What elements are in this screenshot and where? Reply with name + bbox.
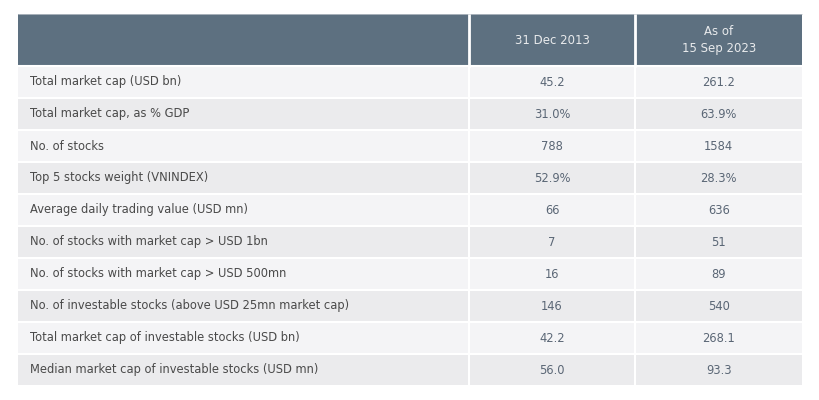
- Bar: [635, 226, 801, 258]
- Bar: [468, 258, 635, 290]
- Text: 31.0%: 31.0%: [533, 108, 569, 120]
- Text: 268.1: 268.1: [701, 332, 734, 344]
- Text: 66: 66: [544, 204, 559, 216]
- Bar: [18, 258, 468, 290]
- Bar: [635, 66, 801, 98]
- Text: 16: 16: [544, 268, 559, 280]
- Bar: [635, 290, 801, 322]
- Bar: [468, 66, 635, 98]
- Bar: [468, 194, 635, 226]
- Text: No. of investable stocks (above USD 25mn market cap): No. of investable stocks (above USD 25mn…: [30, 300, 349, 312]
- Bar: [18, 130, 468, 162]
- Bar: [468, 130, 635, 162]
- Text: Top 5 stocks weight (VNINDEX): Top 5 stocks weight (VNINDEX): [30, 172, 208, 184]
- Text: 45.2: 45.2: [539, 76, 564, 88]
- Text: 31 Dec 2013: 31 Dec 2013: [514, 34, 589, 46]
- Bar: [635, 322, 801, 354]
- Text: 89: 89: [711, 268, 725, 280]
- Text: 1584: 1584: [704, 140, 732, 152]
- Bar: [18, 354, 468, 386]
- Text: 56.0: 56.0: [539, 364, 564, 376]
- Bar: [18, 14, 468, 66]
- Bar: [18, 162, 468, 194]
- Bar: [635, 354, 801, 386]
- Bar: [635, 162, 801, 194]
- Text: No. of stocks: No. of stocks: [30, 140, 104, 152]
- Bar: [468, 322, 635, 354]
- Text: 7: 7: [548, 236, 555, 248]
- Text: 636: 636: [707, 204, 729, 216]
- Text: 540: 540: [707, 300, 729, 312]
- Text: Total market cap, as % GDP: Total market cap, as % GDP: [30, 108, 189, 120]
- Bar: [18, 322, 468, 354]
- Text: No. of stocks with market cap > USD 1bn: No. of stocks with market cap > USD 1bn: [30, 236, 268, 248]
- Bar: [468, 162, 635, 194]
- Bar: [18, 226, 468, 258]
- Bar: [635, 130, 801, 162]
- Text: 63.9%: 63.9%: [699, 108, 736, 120]
- Bar: [18, 66, 468, 98]
- Bar: [635, 14, 801, 66]
- Bar: [18, 290, 468, 322]
- Text: 93.3: 93.3: [705, 364, 731, 376]
- Bar: [468, 226, 635, 258]
- Text: As of
15 Sep 2023: As of 15 Sep 2023: [681, 25, 755, 55]
- Text: Average daily trading value (USD mn): Average daily trading value (USD mn): [30, 204, 247, 216]
- Text: 146: 146: [541, 300, 563, 312]
- Text: 28.3%: 28.3%: [699, 172, 736, 184]
- Text: 52.9%: 52.9%: [533, 172, 570, 184]
- Bar: [468, 98, 635, 130]
- Text: Median market cap of investable stocks (USD mn): Median market cap of investable stocks (…: [30, 364, 318, 376]
- Text: 51: 51: [711, 236, 725, 248]
- Bar: [468, 14, 635, 66]
- Bar: [468, 354, 635, 386]
- Text: 261.2: 261.2: [701, 76, 735, 88]
- Text: 788: 788: [541, 140, 563, 152]
- Bar: [468, 290, 635, 322]
- Text: 42.2: 42.2: [539, 332, 564, 344]
- Text: Total market cap (USD bn): Total market cap (USD bn): [30, 76, 181, 88]
- Bar: [18, 98, 468, 130]
- Bar: [635, 98, 801, 130]
- Text: No. of stocks with market cap > USD 500mn: No. of stocks with market cap > USD 500m…: [30, 268, 286, 280]
- Bar: [635, 194, 801, 226]
- Bar: [18, 194, 468, 226]
- Text: Total market cap of investable stocks (USD bn): Total market cap of investable stocks (U…: [30, 332, 300, 344]
- Bar: [635, 258, 801, 290]
